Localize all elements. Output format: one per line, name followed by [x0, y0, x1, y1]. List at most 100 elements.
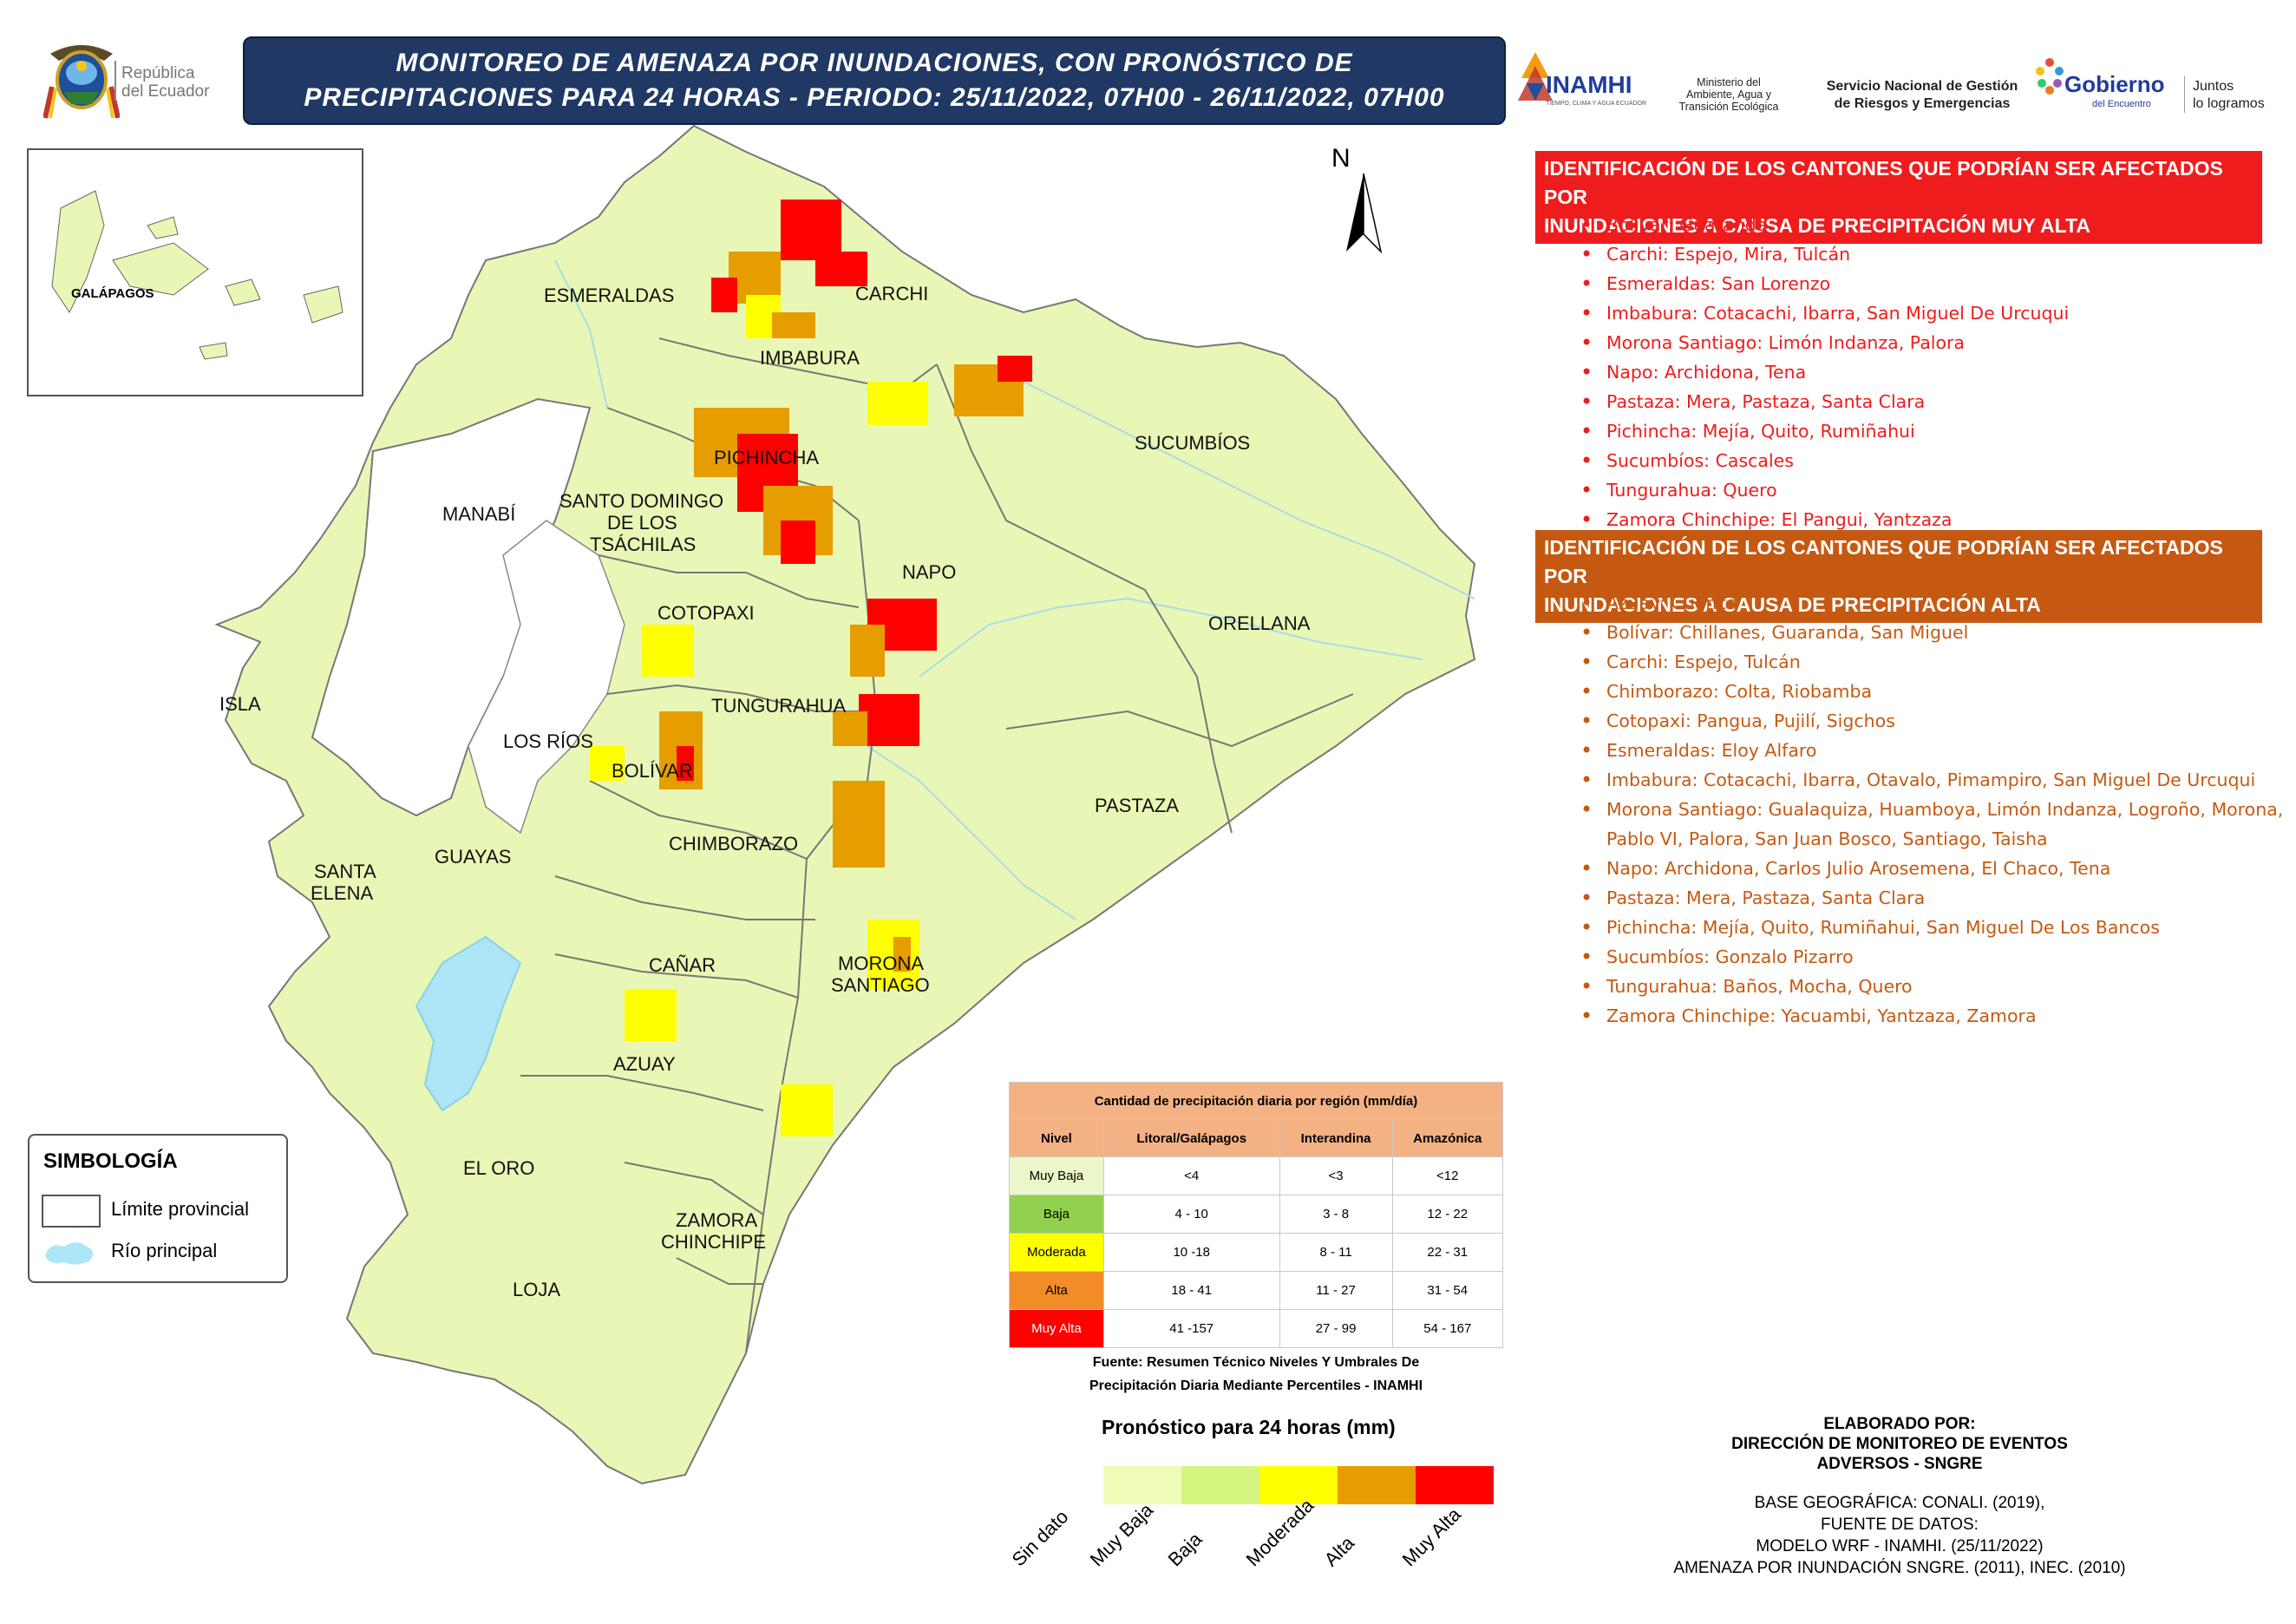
- province-label: CARCHI: [855, 283, 929, 304]
- canton-list-item: Zamora Chinchipe: El Pangui, Yantzaza: [1577, 505, 2069, 534]
- title-line-2: PRECIPITACIONES PARA 24 HORAS - PERIODO:…: [304, 83, 1445, 112]
- gobierno-sun-icon: [2036, 58, 2064, 95]
- canton-list-item: Bolívar: Guaranda: [1577, 210, 2069, 239]
- header-line: IDENTIFICACIÓN DE LOS CANTONES QUE PODRÍ…: [1544, 157, 2223, 208]
- provincial-boundary-swatch: [42, 1195, 101, 1228]
- province-label: ZAMORA: [676, 1209, 758, 1231]
- province-label: LOJA: [513, 1279, 561, 1300]
- galapagos-label: GALÁPAGOS: [71, 286, 154, 301]
- legend-label: Baja: [1163, 1528, 1207, 1571]
- juntos-logo: Juntos lo logramos: [2193, 78, 2265, 113]
- legend-label: Sin dato: [1007, 1505, 1073, 1571]
- table-caption: Cantidad de precipitación diaria por reg…: [1009, 1082, 1503, 1120]
- province-label: ELENA: [311, 882, 374, 904]
- sngre-line-2: de Riesgos y Emergencias: [1834, 96, 2011, 111]
- river-principal: [415, 935, 522, 1112]
- simbologia-item: Río principal: [111, 1240, 218, 1261]
- ministerio-logo: Ministerio del Ambiente, Agua y Transici…: [1665, 76, 1792, 113]
- ecuador-map: [27, 124, 1476, 1485]
- canton-list-item: Esmeraldas: San Lorenzo: [1577, 269, 2069, 298]
- table-cell-nivel: Muy Baja: [1009, 1156, 1104, 1195]
- gobierno-subtext: del Encuentro: [2092, 99, 2151, 109]
- table-cell-interandina: 11 - 27: [1279, 1271, 1393, 1310]
- province-label: CHINCHIPE: [661, 1231, 767, 1253]
- canton-list-item: Zamora Chinchipe: Yacuambi, Yantzaza, Za…: [1577, 1001, 2283, 1031]
- muy-alta-canton-list: Bolívar: GuarandaCarchi: Espejo, Mira, T…: [1577, 210, 2069, 534]
- table-row: Alta 18 - 41 11 - 27 31 - 54: [1009, 1271, 1504, 1310]
- table-cell-amazonica: <12: [1391, 1156, 1504, 1195]
- divider: [114, 61, 116, 101]
- canton-list-item: Pablo VI, Palora, San Juan Bosco, Santia…: [1606, 828, 2048, 849]
- canton-list-item: Sucumbíos: Gonzalo Pizarro: [1577, 942, 2283, 972]
- credit-line: DIRECCIÓN DE MONITOREO DE EVENTOS: [1731, 1435, 2068, 1453]
- canton-list-item: Imbabura: Cotacachi, Ibarra, San Miguel …: [1577, 298, 2069, 328]
- canton-list-item: Tungurahua: Quero: [1577, 475, 2069, 505]
- canton-list-item: Chimborazo: Colta, Riobamba: [1577, 677, 2283, 706]
- north-arrow-icon: [1346, 173, 1383, 254]
- forecast-legend-labels: Sin dato Muy Baja Baja Moderada Alta Muy Alta: [989, 1495, 1509, 1609]
- river-icon: [45, 1242, 94, 1265]
- canton-list-item: Sucumbíos: Cascales: [1577, 446, 2069, 475]
- province-label: LOS RÍOS: [503, 730, 593, 752]
- province-label: IMBABURA: [760, 347, 860, 369]
- simbologia-item: Límite provincial: [111, 1198, 249, 1220]
- table-cell-nivel: Alta: [1009, 1271, 1104, 1310]
- canton-list-item: Cotopaxi: Pangua, Pujilí, Sigchos: [1577, 706, 2283, 736]
- column-header: Amazónica: [1391, 1119, 1504, 1157]
- map-title: MONITOREO DE AMENAZA POR INUNDACIONES, C…: [243, 36, 1506, 125]
- province-label: PASTAZA: [1095, 795, 1179, 816]
- header-line: IDENTIFICACIÓN DE LOS CANTONES QUE PODRÍ…: [1544, 536, 2223, 587]
- province-label: TUNGURAHUA: [711, 695, 847, 717]
- table-body: Muy Baja <4 <3 <12 Baja 4 - 10 3 - 8 12 - 22 Mod…: [1009, 1156, 1504, 1348]
- precipitation-threshold-table: Cantidad de precipitación diaria por reg…: [1009, 1082, 1504, 1348]
- column-header: Interandina: [1279, 1119, 1393, 1157]
- title-line-1: MONITOREO DE AMENAZA POR INUNDACIONES, C…: [396, 49, 1353, 77]
- sngre-line-1: Servicio Nacional de Gestión: [1826, 79, 2018, 94]
- canton-list-item: Azuay: Cuenca: [1577, 588, 2283, 618]
- table-cell-amazonica: 54 - 167: [1391, 1309, 1504, 1348]
- canton-list-item: Pastaza: Mera, Pastaza, Santa Clara: [1577, 387, 2069, 416]
- elaborado-por: ELABORADO POR: DIRECCIÓN DE MONITOREO DE…: [1648, 1414, 2151, 1474]
- credit-line: AMENAZA POR INUNDACIÓN SNGRE. (2011), IN…: [1673, 1559, 2126, 1577]
- simbologia-title: SIMBOLOGÍA: [43, 1149, 178, 1173]
- gobierno-text: Gobierno: [2064, 71, 2165, 97]
- table-source: Fuente: Resumen Técnico Niveles Y Umbral…: [1009, 1351, 1503, 1398]
- republica-line: República: [121, 64, 195, 82]
- color-swatch: [1181, 1466, 1259, 1504]
- credit-line: BASE GEOGRÁFICA: CONALI. (2019),: [1754, 1494, 2045, 1512]
- table-cell-litoral: 41 -157: [1102, 1309, 1280, 1348]
- province-label: CHIMBORAZO: [669, 833, 799, 855]
- ministerio-line-3: Transición Ecológica: [1678, 101, 1779, 113]
- table-cell-nivel: Baja: [1009, 1195, 1104, 1234]
- canton-list-item: Tungurahua: Baños, Mocha, Quero: [1577, 972, 2283, 1001]
- table-cell-interandina: 3 - 8: [1279, 1195, 1393, 1234]
- canton-list-item: Imbabura: Cotacachi, Ibarra, Otavalo, Pi…: [1577, 765, 2283, 795]
- sngre-logo: Servicio Nacional de Gestión de Riesgos …: [1820, 78, 2025, 113]
- juntos-line-1: Juntos: [2193, 79, 2234, 94]
- province-label: AZUAY: [613, 1053, 676, 1075]
- north-label: N: [1331, 144, 1351, 173]
- river-network: [554, 259, 1475, 920]
- canton-list-item: Pichincha: Mejía, Quito, Rumiñahui: [1577, 416, 2069, 446]
- source-line: Fuente: Resumen Técnico Niveles Y Umbral…: [1092, 1355, 1420, 1370]
- inamhi-text: INAMHI: [1546, 71, 1632, 98]
- canton-list-item: Pastaza: Mera, Pastaza, Santa Clara: [1577, 883, 2283, 913]
- simbologia-box: SIMBOLOGÍA Límite provincial Río princip…: [28, 1134, 288, 1283]
- ministerio-line-2: Ambiente, Agua y: [1686, 88, 1771, 101]
- province-label: SUCUMBÍOS: [1135, 432, 1251, 454]
- source-line: Precipitación Diaria Mediante Percentile…: [1089, 1378, 1423, 1393]
- province-label: SANTO DOMINGO: [559, 490, 724, 512]
- color-swatch: [1416, 1466, 1494, 1504]
- credit-line: FUENTE DE DATOS:: [1821, 1516, 1979, 1534]
- province-label: ORELLANA: [1208, 612, 1311, 634]
- inamhi-logo-icon: [1518, 52, 1553, 101]
- canton-list-item: Carchi: Espejo, Tulcán: [1577, 647, 2283, 677]
- legend-label: Alta: [1319, 1531, 1359, 1571]
- table-cell-nivel: Moderada: [1009, 1233, 1104, 1272]
- canton-list-item: Morona Santiago: Gualaquiza, Huamboya, L…: [1577, 795, 2283, 824]
- divider: [2184, 76, 2185, 113]
- province-label: ESMERALDAS: [544, 285, 675, 306]
- galapagos-inset: [27, 148, 363, 396]
- canton-list-item: Bolívar: Chillanes, Guaranda, San Miguel: [1577, 618, 2283, 647]
- juntos-line-2: lo logramos: [2193, 96, 2265, 111]
